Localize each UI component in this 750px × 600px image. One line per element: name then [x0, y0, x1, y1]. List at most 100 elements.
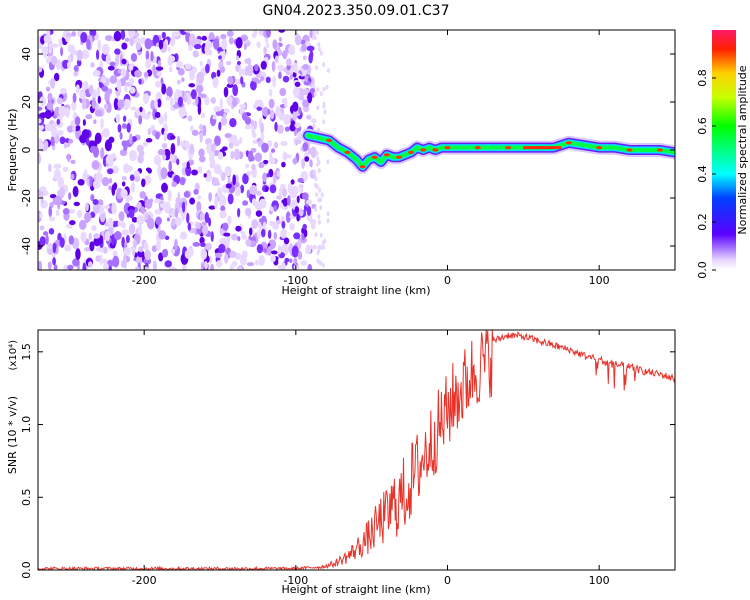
noise-speck	[107, 65, 115, 71]
noise-speck	[126, 165, 133, 172]
noise-speck	[286, 195, 291, 206]
noise-speck	[109, 61, 116, 66]
noise-speck	[177, 68, 185, 76]
noise-speck	[302, 99, 310, 108]
noise-speck	[171, 248, 176, 255]
noise-speck	[63, 143, 68, 149]
noise-speck	[150, 50, 154, 62]
noise-speck	[47, 261, 52, 270]
noise-speck	[128, 208, 135, 219]
ridge-hotspot	[656, 148, 663, 152]
noise-speck	[161, 31, 167, 39]
ridge-hotspot	[408, 150, 415, 154]
noise-speck	[145, 138, 153, 143]
noise-speck	[124, 84, 128, 93]
noise-speck	[111, 234, 115, 246]
noise-speck	[294, 122, 301, 129]
noise-speck	[103, 262, 109, 270]
noise-speck	[216, 260, 223, 268]
noise-speck	[46, 244, 54, 249]
noise-speck	[260, 75, 265, 82]
noise-speck	[107, 259, 114, 268]
noise-speck	[232, 84, 239, 97]
noise-speck	[261, 142, 269, 153]
noise-speck	[237, 236, 241, 242]
noise-speck	[113, 231, 122, 240]
noise-speck	[95, 172, 103, 184]
noise-speck	[263, 248, 268, 253]
ridge-hotspot	[565, 141, 572, 145]
noise-speck	[256, 190, 262, 196]
noise-speck	[181, 77, 185, 83]
noise-speck	[153, 155, 161, 166]
noise-speck	[191, 169, 198, 176]
noise-speck	[121, 58, 127, 65]
noise-speck	[302, 223, 307, 230]
noise-speck	[133, 37, 141, 45]
x-tick-label: 0	[444, 274, 451, 287]
noise-speck	[169, 35, 176, 47]
noise-speck	[235, 55, 240, 61]
noise-speck	[232, 174, 236, 186]
noise-speck	[195, 95, 199, 106]
noise-speck	[119, 132, 123, 140]
noise-speck	[39, 112, 48, 119]
noise-speck	[38, 152, 41, 164]
noise-speck	[137, 250, 145, 258]
noise-speck	[270, 109, 275, 120]
noise-speck	[289, 258, 293, 264]
noise-speck	[285, 69, 291, 76]
noise-speck	[94, 109, 103, 117]
noise-speck	[322, 62, 326, 68]
x-tick-label: -100	[283, 574, 308, 587]
noise-speck	[202, 124, 207, 137]
noise-speck	[155, 131, 160, 140]
noise-speck	[125, 98, 131, 109]
noise-speck	[157, 60, 162, 67]
noise-speck	[318, 46, 322, 52]
noise-speck	[233, 148, 241, 161]
noise-speck	[290, 179, 295, 185]
noise-speck	[72, 185, 79, 198]
noise-speck	[188, 83, 196, 88]
noise-speck	[241, 230, 246, 240]
noise-speck	[139, 191, 147, 199]
noise-speck	[290, 186, 298, 198]
spectrogram-marks	[38, 30, 675, 270]
noise-speck	[114, 48, 121, 55]
noise-speck	[161, 248, 169, 258]
noise-speck	[48, 42, 52, 55]
noise-speck	[121, 229, 130, 236]
noise-speck	[113, 30, 122, 42]
noise-speck	[229, 264, 234, 270]
noise-speck	[210, 263, 215, 270]
noise-speck	[219, 200, 224, 207]
noise-speck	[143, 242, 149, 251]
noise-speck	[244, 163, 250, 169]
noise-speck	[154, 198, 162, 204]
noise-speck	[38, 43, 43, 50]
noise-speck	[104, 91, 110, 103]
noise-speck	[67, 264, 74, 270]
noise-speck	[208, 192, 212, 202]
noise-speck	[158, 115, 165, 125]
noise-speck	[45, 234, 49, 245]
noise-speck	[56, 118, 61, 125]
noise-speck	[292, 62, 299, 74]
noise-speck	[193, 43, 202, 50]
noise-speck	[273, 141, 279, 149]
noise-speck	[141, 178, 146, 188]
noise-speck	[42, 231, 49, 236]
noise-speck	[260, 122, 264, 135]
noise-speck	[154, 111, 161, 119]
noise-speck	[135, 42, 142, 51]
noise-speck	[246, 64, 254, 77]
noise-speck	[48, 206, 53, 218]
noise-speck	[167, 55, 176, 63]
noise-speck	[316, 87, 320, 93]
noise-speck	[161, 83, 167, 95]
noise-speck	[157, 149, 166, 156]
noise-speck	[84, 212, 92, 223]
noise-speck	[161, 182, 168, 193]
noise-speck	[144, 266, 150, 270]
